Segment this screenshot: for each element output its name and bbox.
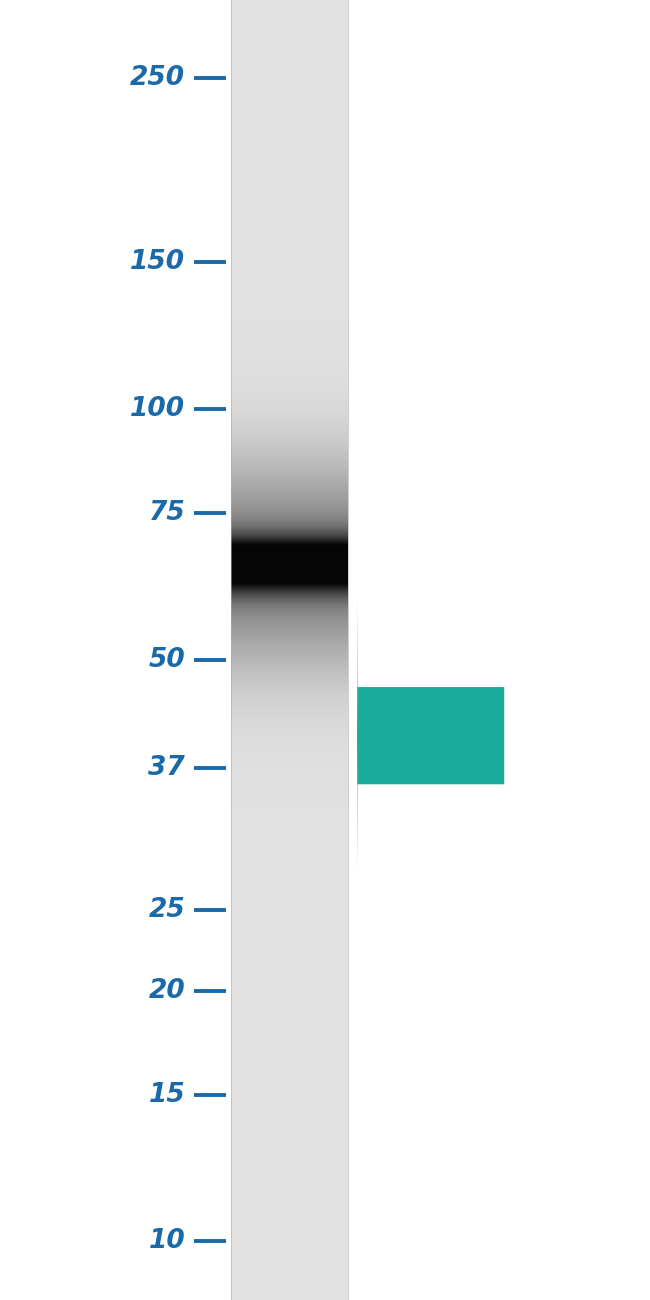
Text: 250: 250: [130, 65, 185, 91]
Text: 37: 37: [148, 755, 185, 781]
Text: 100: 100: [130, 396, 185, 422]
Text: 20: 20: [148, 978, 185, 1004]
Text: 75: 75: [148, 500, 185, 526]
Text: 10: 10: [148, 1228, 185, 1254]
Text: 150: 150: [130, 250, 185, 276]
Text: 50: 50: [148, 646, 185, 672]
Text: 25: 25: [148, 897, 185, 923]
Text: 15: 15: [148, 1082, 185, 1108]
